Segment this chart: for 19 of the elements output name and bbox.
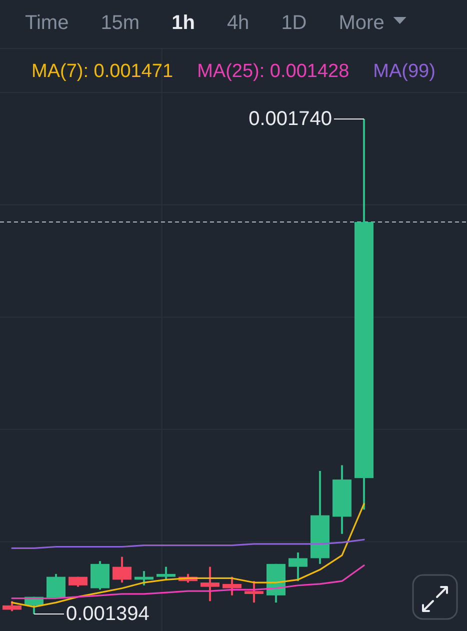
candlestick (112, 556, 132, 584)
candlestick (222, 576, 242, 596)
candlestick (156, 566, 176, 581)
candlestick (200, 566, 220, 602)
text: MA(25): 0.001428 (197, 61, 350, 82)
candlestick (2, 600, 22, 612)
candlestick (244, 580, 264, 604)
text: 4h (226, 12, 250, 34)
text: 1D (281, 12, 307, 34)
annotation: 0.001740 (248, 108, 332, 130)
text: 15m (100, 12, 140, 34)
candlestick (46, 572, 66, 600)
candlestick (288, 551, 308, 582)
annotation: 0.001394 (66, 603, 150, 625)
text: 1h (172, 12, 195, 34)
text: MA(99) (373, 61, 436, 82)
text: More (338, 12, 384, 34)
text: MA(7): 0.001471 (32, 61, 174, 82)
text: Time (25, 12, 69, 34)
